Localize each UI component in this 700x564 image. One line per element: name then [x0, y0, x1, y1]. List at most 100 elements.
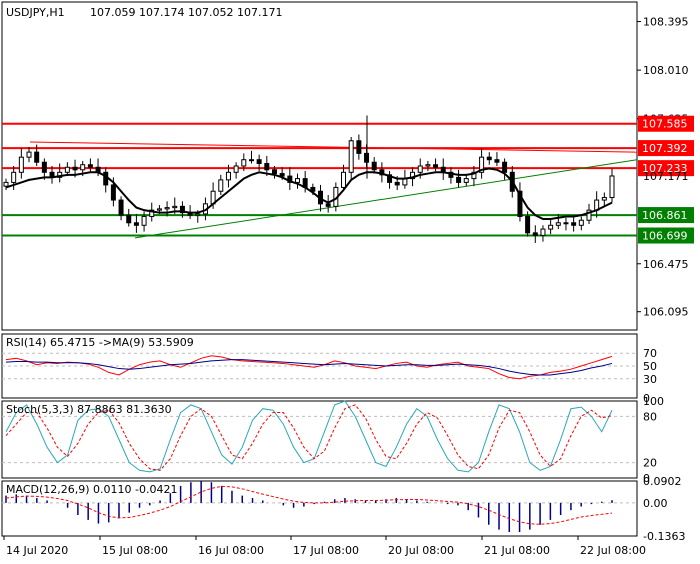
price-axis-label: 108.395 — [643, 16, 689, 29]
time-axis-label: 17 Jul 08:00 — [293, 544, 359, 557]
candle-body — [502, 161, 508, 173]
candle-body — [563, 222, 569, 225]
level-price-label: 107.233 — [642, 162, 688, 175]
candle-body — [233, 165, 239, 173]
time-axis-label: 15 Jul 08:00 — [102, 544, 168, 557]
level-price-label: 106.699 — [642, 230, 688, 243]
candle-body — [149, 209, 155, 217]
price-axis-label: 106.475 — [643, 258, 689, 271]
ohlc-values: 107.059 107.174 107.052 107.171 — [90, 6, 282, 19]
candle-body — [371, 161, 377, 171]
candle-body — [271, 169, 277, 175]
candle-body — [410, 171, 416, 180]
candle-body — [195, 213, 201, 216]
candle-body — [310, 186, 316, 192]
upper-trendline — [29, 141, 638, 153]
stoch-signal-line — [5, 404, 613, 471]
candle-body — [41, 161, 47, 173]
candle-body — [172, 205, 178, 209]
candle-body — [394, 181, 400, 186]
candle-body — [248, 159, 254, 162]
candle-body — [34, 151, 40, 163]
candle-body — [126, 214, 132, 224]
level-price-tag — [638, 160, 694, 177]
last-price-label: 107.171 — [643, 170, 689, 183]
moving-average-line — [5, 167, 613, 220]
candle-body — [241, 159, 247, 167]
candle-body — [179, 205, 185, 214]
candle-body — [548, 224, 554, 230]
candle-body — [525, 215, 531, 234]
candle-body — [387, 174, 393, 183]
rsi-axis-label: 50 — [643, 360, 657, 373]
level-price-tag — [638, 207, 694, 224]
time-axis-label: 21 Jul 08:00 — [484, 544, 550, 557]
rsi-axis-label: 70 — [643, 347, 657, 360]
candle-body — [87, 164, 93, 168]
time-axis-label: 20 Jul 08:00 — [388, 544, 454, 557]
candle-body — [64, 166, 70, 173]
stoch-axis-label: 80 — [643, 410, 657, 423]
candle-body — [609, 175, 615, 199]
candle-body — [3, 181, 9, 187]
stoch-axis-label: 100 — [643, 395, 664, 408]
time-axis-label: 16 Jul 08:00 — [198, 544, 264, 557]
candle-body — [164, 207, 170, 210]
level-price-tag — [638, 140, 694, 157]
candle-body — [532, 232, 538, 236]
rsi-line — [5, 355, 613, 380]
candle-body — [348, 140, 354, 173]
rsi-ma-line — [5, 359, 613, 376]
candle-body — [294, 178, 300, 183]
level-price-label: 106.861 — [642, 209, 688, 222]
candle-body — [325, 203, 331, 207]
candle-body — [156, 208, 162, 211]
panel-frame-macd — [1, 480, 638, 537]
level-price-tag — [638, 227, 694, 244]
candle-body — [133, 222, 139, 226]
time-axis-label: 14 Jul 2020 — [6, 544, 68, 557]
candle-body — [118, 199, 124, 216]
candle-body — [279, 173, 285, 177]
level-price-label: 107.585 — [642, 118, 688, 131]
stoch-axis-label: 0 — [643, 472, 650, 485]
candle-body — [555, 222, 561, 226]
candle-body — [417, 165, 423, 173]
candle-body — [103, 171, 109, 186]
candle-body — [486, 156, 492, 161]
stoch-main-line — [5, 400, 613, 473]
candle-body — [571, 222, 577, 226]
candle-body — [540, 228, 546, 236]
candle-body — [425, 164, 431, 167]
candle-body — [517, 190, 523, 217]
candle-body — [110, 184, 116, 201]
time-axis-label: 22 Jul 08:00 — [580, 544, 646, 557]
candle-body — [11, 171, 17, 183]
candle-body — [72, 166, 78, 171]
price-axis-label: 106.095 — [643, 306, 689, 319]
panel-frame-sto — [1, 400, 638, 479]
candle-body — [256, 159, 262, 164]
stoch-axis-label: 20 — [643, 457, 657, 470]
stoch-label: Stoch(5,3,3) 87.8863 81.3630 — [6, 403, 172, 416]
candle-body — [433, 164, 439, 168]
candle-body — [80, 164, 86, 171]
candle-body — [26, 151, 32, 158]
candle-body — [218, 179, 224, 192]
candle-body — [456, 176, 462, 183]
price-axis-label: 108.010 — [643, 64, 689, 77]
rsi-axis-label: 0 — [643, 392, 650, 405]
macd-axis-label: 0.0902 — [643, 475, 682, 488]
candle-body — [578, 219, 584, 226]
candle-body — [479, 156, 485, 173]
candle-body — [225, 171, 231, 181]
symbol-label: USDJPY,H1 — [6, 6, 65, 19]
macd-label: MACD(12,26,9) 0.0110 -0.0421 — [6, 483, 177, 496]
rsi-label: RSI(14) 65.4715 ->MA(9) 53.5909 — [6, 336, 194, 349]
rising-trendline — [134, 159, 638, 239]
macd-axis-label: -0.1363 — [643, 530, 685, 543]
candle-body — [341, 171, 347, 188]
candle-body — [356, 140, 362, 154]
candle-body — [141, 215, 147, 226]
